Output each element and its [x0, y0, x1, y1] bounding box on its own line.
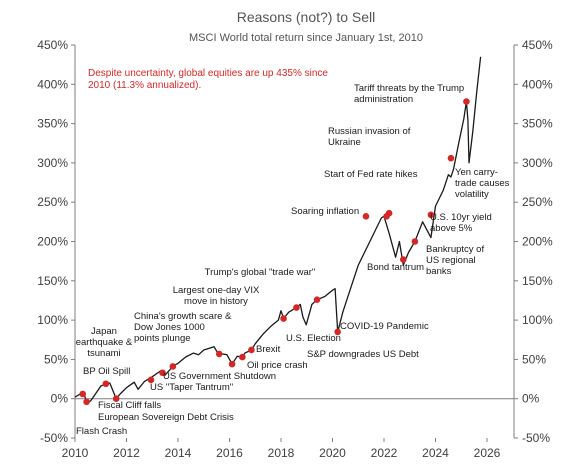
series-line-0	[74, 56, 482, 403]
event-marker	[411, 238, 419, 245]
chart-subtitle: MSCI World total return since January 1s…	[189, 32, 423, 44]
annotation-japan: earthquake &	[76, 337, 133, 348]
y-tick-label-right: 350%	[522, 117, 553, 131]
annotation-brexit: Brexit	[256, 344, 281, 355]
event-marker	[159, 369, 166, 377]
annotation-fed-hikes: Start of Fed rate hikes	[324, 169, 418, 180]
y-tick-label-left: 300%	[37, 156, 68, 170]
x-tick-label: 2020	[319, 446, 346, 460]
y-tick-label-right: 0%	[522, 392, 540, 406]
series-group	[74, 56, 482, 403]
y-tick-label-left: 150%	[37, 274, 68, 288]
annotation-regional-banks: Bankruptcy of	[426, 244, 484, 255]
x-tick-label: 2014	[165, 446, 192, 460]
annotation-covid: COVID-19 Pandemic	[340, 321, 429, 332]
chart-note-line-2: 2010 (11.3% annualized).	[88, 80, 201, 91]
y-tick-label-right: 300%	[522, 156, 553, 170]
annotation-yen: Yen carry-	[455, 167, 498, 178]
event-marker	[427, 211, 435, 219]
annotation-oil: Oil price crash	[247, 360, 308, 371]
event-marker	[83, 398, 90, 406]
annotation-bond-tantrum: Bond tantrum	[367, 262, 424, 273]
y-tick-label-right: 250%	[522, 195, 553, 209]
annotation-china: Dow Jones 1000	[134, 322, 205, 333]
annotation-yen: trade causes	[455, 178, 510, 189]
event-marker	[248, 346, 255, 354]
annotation-election: U.S. Election	[286, 333, 341, 344]
annotation-fiscal-cliff: Fiscal Cliff falls	[98, 400, 161, 411]
annotation-euro-debt: European Sovereign Debt Crisis	[98, 412, 234, 423]
y-tick-label-left: -50%	[40, 431, 68, 445]
y-tick-label-left: 200%	[37, 235, 68, 249]
annotation-japan: tsunami	[87, 348, 120, 359]
y-tick-label-right: 100%	[522, 313, 553, 327]
x-tick-label: 2018	[268, 446, 295, 460]
event-marker	[313, 296, 321, 303]
x-tick-label: 2010	[62, 446, 89, 460]
event-marker	[102, 380, 110, 388]
event-marker	[447, 154, 455, 162]
y-tick-label-left: 50%	[44, 352, 68, 366]
annotation-regional-banks: US regional	[426, 255, 476, 266]
event-marker	[385, 209, 393, 217]
event-marker	[79, 390, 87, 398]
annotation-russia: Russian invasion of	[328, 126, 411, 137]
event-marker	[239, 353, 246, 361]
x-tick-label: 2012	[113, 446, 140, 460]
annotation-inflation: Soaring inflation	[291, 206, 359, 217]
y-tick-label-left: 250%	[37, 195, 68, 209]
annotation-china: points plunge	[134, 333, 191, 344]
x-tick-label: 2024	[422, 446, 449, 460]
event-marker	[463, 98, 470, 105]
y-tick-label-right: -50%	[522, 431, 550, 445]
event-marker	[112, 395, 120, 403]
annotation-vix: move in history	[184, 296, 248, 307]
y-tick-label-left: 450%	[37, 38, 68, 52]
y-tick-label-left: 0%	[51, 392, 69, 406]
event-marker	[334, 328, 341, 336]
y-tick-label-right: 400%	[522, 77, 553, 91]
annotation-japan: Japan	[91, 326, 117, 337]
annotation-regional-banks: banks	[426, 266, 452, 277]
annotation-yield: above 5%	[430, 223, 473, 234]
event-marker	[147, 376, 155, 384]
x-tick-label: 2022	[371, 446, 398, 460]
x-tick-label: 2016	[216, 446, 243, 460]
x-tick-label: 2026	[474, 446, 501, 460]
axes-group: -50% -50% 0% 0% 50% 50% 100% 100% 150% 150% 200% 20…	[37, 38, 553, 460]
annotation-tariff: administration	[354, 94, 413, 105]
chart-note-line-1: Despite uncertainty, global equities are…	[88, 68, 328, 79]
y-tick-label-right: 450%	[522, 38, 553, 52]
event-marker	[362, 213, 370, 220]
annotation-russia: Ukraine	[328, 137, 361, 148]
y-tick-label-left: 100%	[37, 313, 68, 327]
y-tick-label-left: 400%	[37, 77, 68, 91]
event-marker	[293, 304, 300, 311]
event-marker	[280, 315, 287, 322]
event-markers-group	[79, 98, 470, 406]
annotation-vix: Largest one-day VIX	[173, 285, 260, 296]
event-marker	[228, 360, 236, 368]
chart-title: Reasons (not?) to Sell	[237, 9, 376, 25]
annotation-sp-downgrade: S&P downgrades US Debt	[307, 349, 419, 360]
y-tick-label-right: 200%	[522, 235, 553, 249]
annotation-shutdown: US Government Shutdown	[163, 371, 276, 382]
event-marker	[169, 363, 177, 370]
annotation-bp-oil: BP Oil Spill	[83, 366, 130, 377]
annotation-tariff: Tariff threats by the Trump	[354, 83, 464, 94]
annotation-taper: US "Taper Tantrum"	[150, 382, 233, 393]
y-tick-label-left: 350%	[37, 117, 68, 131]
event-marker	[400, 256, 407, 263]
event-marker	[215, 350, 223, 358]
annotation-flash-crash: Flash Crash	[76, 426, 127, 437]
annotation-yen: volatility	[455, 189, 489, 200]
annotation-yield: U.S. 10yr yield	[430, 212, 492, 223]
annotation-trade-war: Trump's global "trade war"	[205, 267, 316, 278]
y-tick-label-right: 150%	[522, 274, 553, 288]
annotation-china: China's growth scare &	[134, 311, 232, 322]
y-tick-label-right: 50%	[522, 352, 546, 366]
